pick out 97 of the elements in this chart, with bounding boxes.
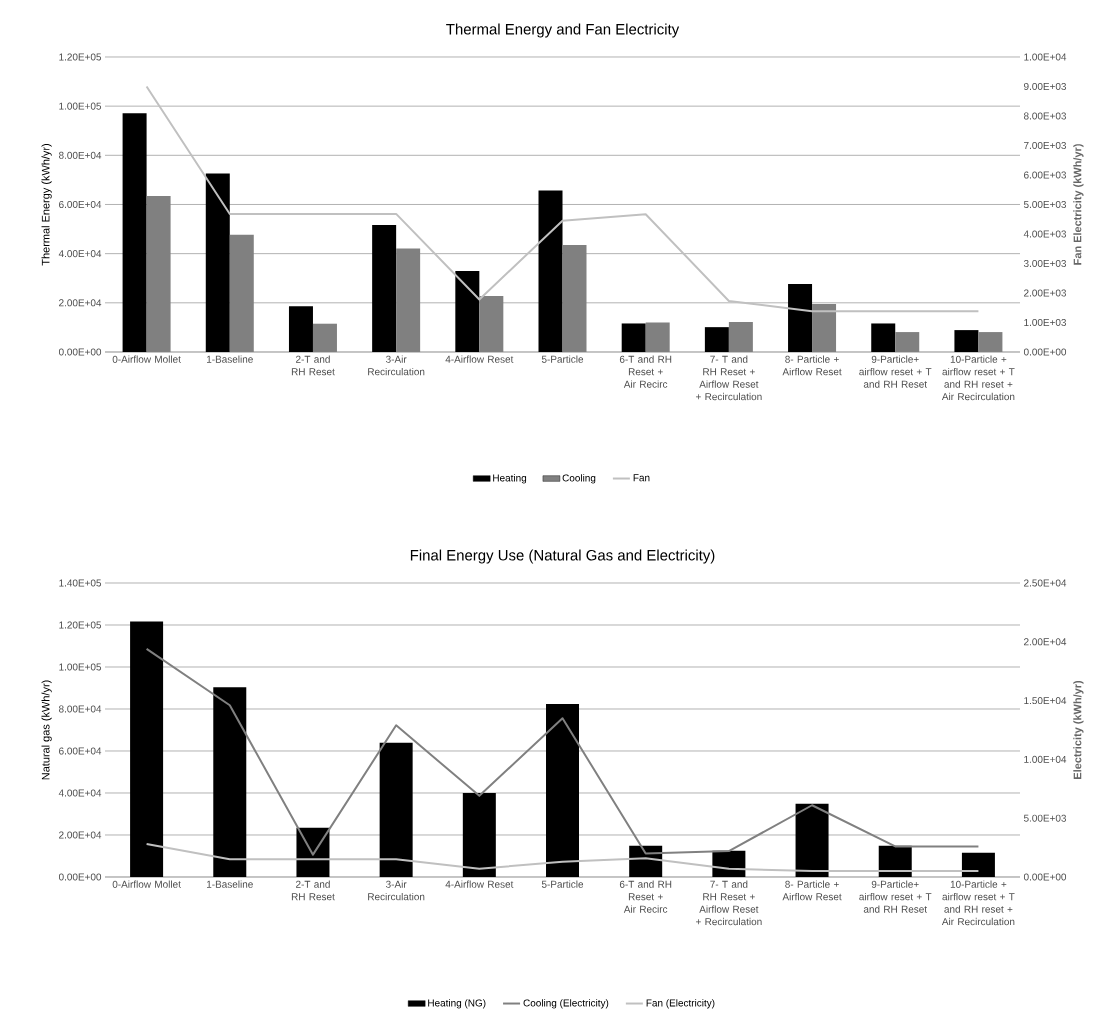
y2-tick-label: 2.50E+04 [1024, 579, 1067, 587]
x-tick-label: 4-Airflow Reset [445, 880, 514, 888]
y2-tick-label: 9.00E+03 [1024, 82, 1067, 90]
y2-tick-label: 2.00E+04 [1024, 638, 1067, 646]
y2-tick-label: 7.00E+03 [1024, 141, 1067, 149]
y-axis-title: Natural gas (kWh/yr) [41, 680, 52, 780]
y-tick-label: 0.00E+00 [58, 348, 102, 356]
y2-tick-label: 3.00E+03 [1023, 259, 1067, 268]
y2-tick-label: 0.00E+00 [1023, 348, 1067, 356]
y-tick-label: 1.20E+05 [59, 621, 102, 629]
bar [795, 803, 829, 877]
y2-tick-label: 1.00E+04 [1024, 53, 1067, 61]
bar [462, 792, 496, 877]
y-axis-title: Thermal Energy (kWh/yr) [41, 143, 52, 266]
y-tick-label: 2.00E+04 [59, 299, 102, 307]
y-tick-label: 2.00E+04 [59, 831, 102, 839]
legend-label: Heating [493, 474, 527, 484]
x-tick-label: 6-T and RH Reset + Air Recirc [619, 355, 672, 388]
y2-tick-label: 2.00E+03 [1024, 289, 1067, 297]
x-tick-label: 1-Baseline [207, 355, 253, 363]
bar [562, 245, 587, 352]
bar [372, 224, 397, 352]
y2-tick-label: 1.50E+04 [1024, 697, 1067, 705]
x-tick-label: 7- T and RH Reset + Airflow Reset + Recirculation [696, 355, 762, 401]
x-tick-label: 0-Airflow Mollet [112, 880, 181, 888]
x-tick-label: 2-T and RH Reset [291, 355, 335, 376]
x-tick-label: 2-T and RH Reset [291, 880, 335, 901]
y2-tick-label: 5.00E+03 [1023, 200, 1067, 208]
line-series [145, 647, 980, 856]
bar [546, 703, 580, 877]
y2-tick-label: 6.00E+03 [1024, 171, 1067, 179]
chart-title: Thermal Energy and Fan Electricity [446, 23, 680, 38]
y-tick-label: 0.00E+00 [58, 873, 102, 881]
y2-axis-title: Fan Electricity (kWh/yr) [1073, 144, 1084, 265]
y2-tick-label: 5.00E+03 [1023, 814, 1067, 822]
bar [312, 323, 337, 352]
x-tick-label: 5-Particle [541, 880, 584, 888]
x-tick-label: 4-Airflow Reset [445, 355, 514, 363]
x-tick-label: 10-Particle + airflow reset + T and RH reset + Air Recirculation [941, 355, 1015, 401]
y2-tick-label: 0.00E+00 [1023, 873, 1067, 881]
chart-title: Final Energy Use (Natural Gas and Electricity) [410, 549, 715, 564]
bar [122, 113, 147, 352]
bar [728, 321, 753, 352]
bar [479, 295, 504, 352]
bar [396, 248, 421, 352]
bar [146, 196, 171, 352]
bar [205, 173, 230, 352]
bar [812, 304, 837, 352]
y2-tick-label: 8.00E+03 [1023, 112, 1067, 120]
x-tick-label: 6-T and RH Reset + Air Recirc [619, 880, 672, 913]
x-tick-label: 0-Airflow Mollet [112, 355, 181, 363]
x-tick-label: 5-Particle [541, 355, 584, 363]
y-tick-label: 4.00E+04 [58, 250, 102, 258]
bar [288, 306, 313, 352]
x-tick-label: 8- Particle + Airflow Reset [782, 880, 842, 901]
bar [788, 283, 813, 352]
bar [213, 687, 247, 877]
x-tick-label: 9-Particle+ airflow reset + T and RH Reset [859, 355, 932, 388]
bar [704, 327, 729, 352]
y2-tick-label: 1.00E+04 [1024, 755, 1067, 763]
legend-label: Cooling (Electricity) [523, 999, 609, 1009]
y-tick-label: 6.00E+04 [59, 200, 102, 208]
bar [978, 332, 1003, 352]
bar [895, 332, 920, 352]
y-tick-label: 1.00E+05 [59, 102, 102, 110]
y-tick-label: 4.00E+04 [58, 789, 102, 797]
y-tick-label: 1.40E+05 [59, 579, 102, 587]
y2-axis-title: Electricity (kWh/yr) [1073, 680, 1084, 779]
y-tick-label: 8.00E+04 [58, 705, 102, 713]
bar [621, 323, 646, 352]
legend-label: Fan [633, 474, 650, 482]
legend-label: Fan (Electricity) [646, 999, 715, 1009]
x-tick-label: 8- Particle + Airflow Reset [782, 355, 842, 376]
x-tick-label: 3-Air Recirculation [368, 355, 425, 376]
bar [954, 330, 979, 352]
bar [130, 621, 164, 877]
bar [961, 852, 995, 877]
y2-tick-label: 4.00E+03 [1023, 230, 1067, 238]
y-tick-label: 1.20E+05 [59, 53, 102, 61]
bar [645, 322, 670, 352]
bar [538, 190, 563, 352]
x-tick-label: 3-Air Recirculation [368, 880, 425, 901]
bar [229, 234, 254, 352]
x-tick-label: 9-Particle+ airflow reset + T and RH Reset [859, 880, 932, 913]
x-tick-label: 10-Particle + airflow reset + T and RH reset + Air Recirculation [941, 880, 1015, 926]
legend-label: Heating (NG) [428, 999, 486, 1009]
y-tick-label: 8.00E+04 [58, 151, 102, 159]
bar [871, 323, 896, 352]
bar [379, 742, 413, 877]
x-tick-label: 7- T and RH Reset + Airflow Reset + Recirculation [696, 880, 762, 926]
y-tick-label: 1.00E+05 [59, 663, 102, 671]
bar [878, 845, 912, 877]
legend-label: Cooling [562, 474, 596, 484]
x-tick-label: 1-Baseline [207, 880, 253, 888]
bar [455, 271, 480, 352]
y-tick-label: 6.00E+04 [59, 747, 102, 755]
y2-tick-label: 1.00E+03 [1024, 318, 1067, 326]
